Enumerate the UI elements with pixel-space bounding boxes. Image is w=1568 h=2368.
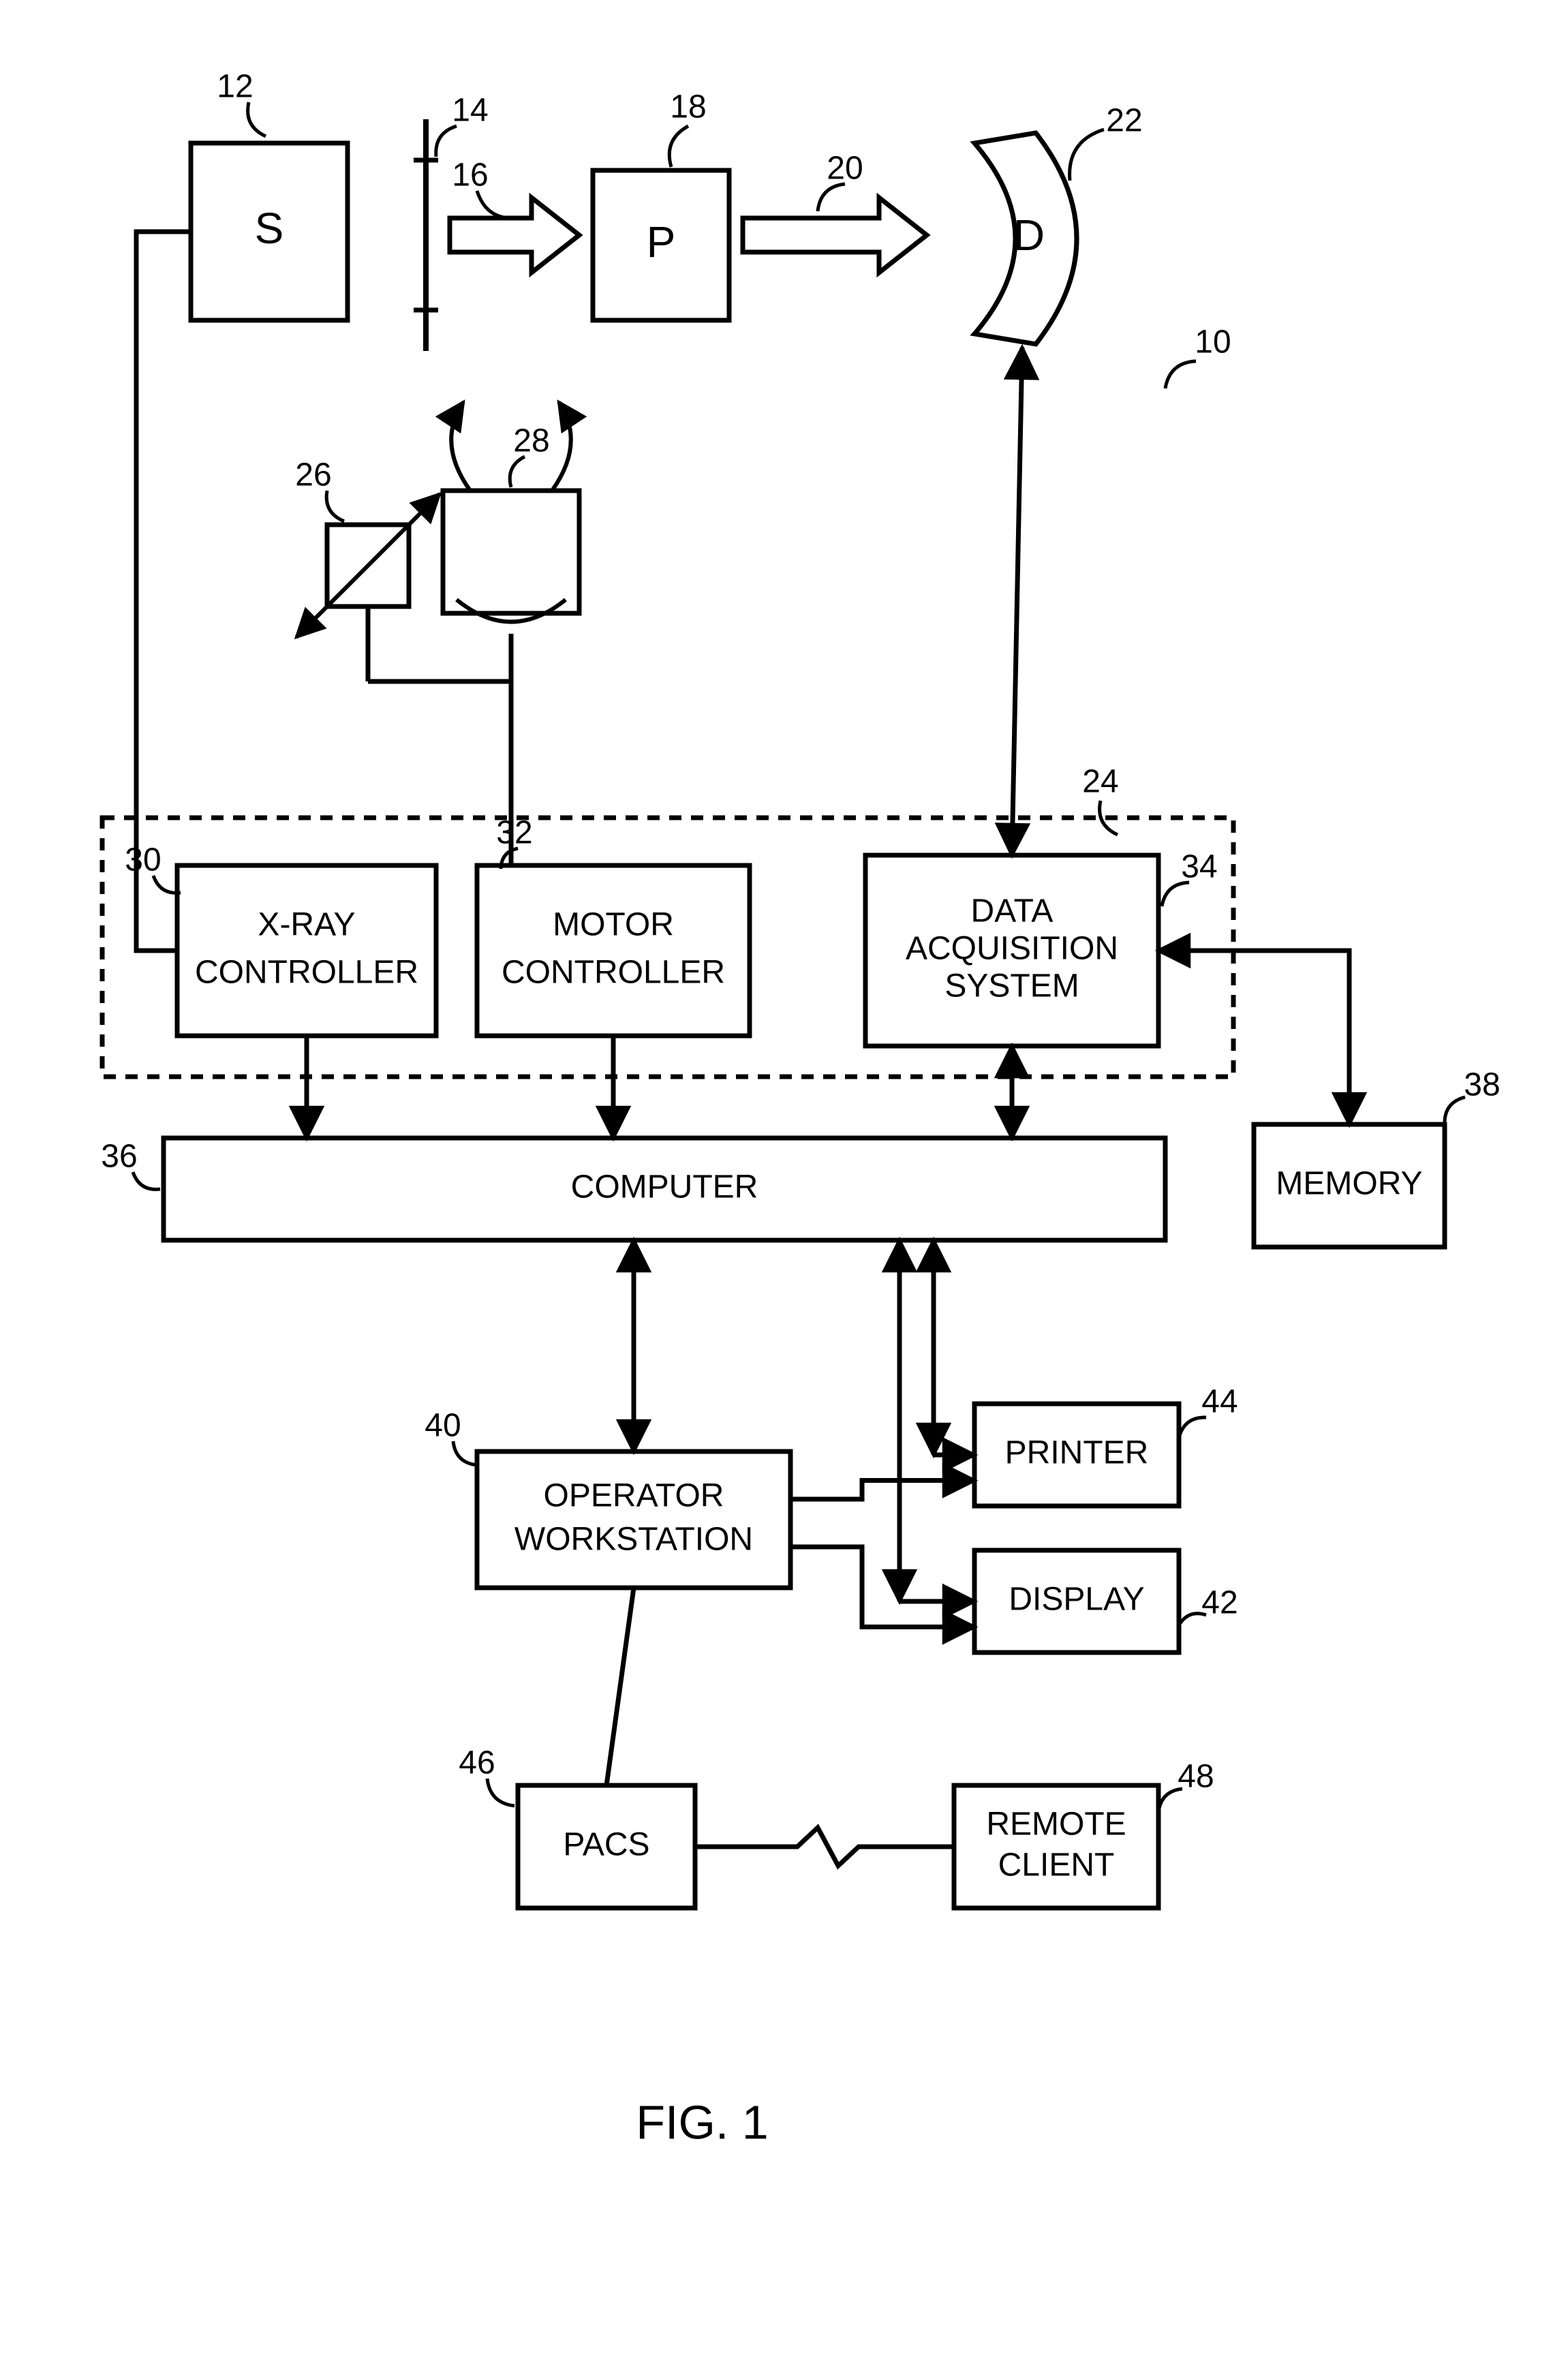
svg-text:24: 24	[1082, 764, 1118, 800]
ct-system-block-diagram: S 12 14 16 P 18 20 D 22 10 26 28 24 X-RAY CONTROLLER 30…	[0, 0, 1568, 2368]
svg-text:PACS: PACS	[563, 1827, 649, 1863]
svg-text:28: 28	[513, 423, 549, 459]
svg-text:42: 42	[1201, 1585, 1238, 1621]
svg-text:20: 20	[827, 151, 863, 187]
svg-text:16: 16	[452, 157, 488, 194]
svg-text:DISPLAY: DISPLAY	[1009, 1582, 1144, 1618]
svg-text:MEMORY: MEMORY	[1276, 1166, 1422, 1202]
svg-text:P: P	[647, 217, 676, 266]
svg-text:48: 48	[1178, 1759, 1214, 1795]
svg-text:14: 14	[452, 93, 488, 129]
svg-text:SYSTEM: SYSTEM	[944, 968, 1079, 1004]
svg-text:44: 44	[1201, 1384, 1238, 1420]
svg-text:CLIENT: CLIENT	[998, 1847, 1115, 1883]
svg-text:COMPUTER: COMPUTER	[571, 1169, 758, 1205]
svg-text:34: 34	[1181, 849, 1217, 885]
svg-text:22: 22	[1106, 103, 1142, 139]
svg-text:D: D	[1013, 211, 1045, 260]
svg-text:WORKSTATION: WORKSTATION	[514, 1522, 753, 1558]
svg-text:REMOTE: REMOTE	[986, 1806, 1126, 1843]
svg-text:CONTROLLER: CONTROLLER	[502, 955, 725, 991]
svg-text:10: 10	[1195, 324, 1231, 360]
svg-text:ACQUISITION: ACQUISITION	[906, 931, 1118, 967]
svg-text:S: S	[255, 204, 284, 253]
svg-text:MOTOR: MOTOR	[553, 907, 674, 943]
svg-text:32: 32	[496, 815, 532, 851]
svg-text:FIG. 1: FIG. 1	[636, 2095, 768, 2149]
svg-text:26: 26	[295, 457, 331, 493]
svg-text:OPERATOR: OPERATOR	[544, 1478, 724, 1514]
svg-text:46: 46	[459, 1745, 495, 1781]
svg-text:12: 12	[217, 69, 253, 105]
svg-text:PRINTER: PRINTER	[1005, 1435, 1149, 1471]
svg-text:30: 30	[125, 842, 161, 878]
svg-text:38: 38	[1464, 1067, 1500, 1103]
svg-text:36: 36	[101, 1139, 137, 1175]
svg-text:18: 18	[670, 89, 706, 125]
svg-text:40: 40	[425, 1408, 461, 1444]
svg-text:DATA: DATA	[971, 893, 1054, 929]
svg-text:X-RAY: X-RAY	[258, 907, 355, 943]
svg-text:CONTROLLER: CONTROLLER	[195, 955, 418, 991]
